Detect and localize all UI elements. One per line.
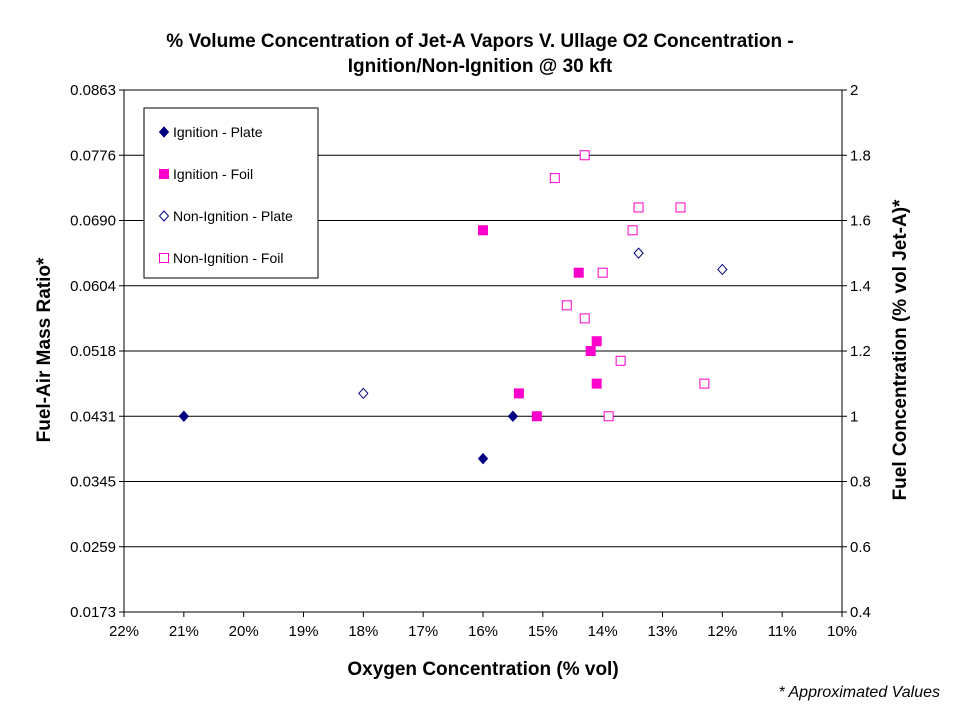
data-point-series-1: [591, 378, 602, 389]
x-tick-label: 21%: [169, 623, 199, 640]
x-tick-label: 19%: [288, 623, 318, 640]
y-tick-label: 0.0173: [70, 604, 116, 621]
scatter-chart: % Volume Concentration of Jet-A Vapors V…: [34, 31, 911, 680]
legend: Ignition - Plate Ignition - Foil Non-Ignit…: [143, 107, 319, 279]
y2-tick-label: 0.6: [850, 539, 871, 556]
data-point-series-3: [549, 173, 560, 184]
data-point-series-2: [358, 387, 369, 400]
y-tick-label: 0.0776: [70, 147, 116, 164]
x-tick-label: 18%: [348, 623, 378, 640]
data-point-series-1: [591, 336, 602, 347]
data-point-series-3: [579, 150, 590, 161]
data-point-series-0: [178, 410, 190, 422]
data-point-series-3: [603, 411, 614, 422]
data-point-series-3: [561, 300, 572, 311]
y-tick-label: 0.0518: [70, 343, 116, 360]
data-point-series-1: [513, 388, 524, 399]
chart-title-line-2: Ignition/Non-Ignition @ 30 kft: [348, 56, 613, 77]
data-point-series-0: [507, 410, 519, 422]
data-point-series-2: [633, 247, 644, 259]
footnote: * Approximated Values: [778, 684, 940, 701]
legend-entry: Non-Ignition - Foil: [173, 250, 284, 266]
y-tick-label: 0.0690: [70, 213, 116, 230]
y2-tick-label: 2: [850, 82, 858, 99]
x-tick-label: 22%: [109, 623, 139, 640]
x-tick-label: 12%: [707, 623, 737, 640]
chart-title-line-1: % Volume Concentration of Jet-A Vapors V…: [166, 31, 793, 52]
y-tick-label: 0.0863: [70, 82, 116, 99]
plot-frame: [123, 89, 843, 613]
x-tick-label: 11%: [768, 623, 797, 640]
y2-tick-label: 1.8: [850, 147, 871, 164]
legend-entry: Ignition - Foil: [173, 166, 253, 182]
data-point-series-3: [615, 355, 626, 366]
data-point-series-1: [478, 225, 488, 236]
y-axis-title: Fuel-Air Mass Ratio*: [34, 257, 55, 442]
data-point-series-3: [597, 267, 608, 278]
y2-tick-label: 0.4: [850, 604, 871, 621]
legend-entry: Non-Ignition - Plate: [173, 208, 293, 224]
x-tick-label: 17%: [408, 623, 438, 640]
data-point-series-3: [675, 202, 686, 213]
x-tick-label: 15%: [528, 623, 558, 640]
x-axis-title: Oxygen Concentration (% vol): [347, 659, 618, 680]
legend-marker: [159, 253, 169, 263]
legend-marker: [158, 210, 170, 222]
data-point-series-1: [531, 411, 542, 422]
y2-tick-label: 1.4: [850, 278, 871, 295]
x-tick-label: 20%: [229, 623, 259, 640]
y2-tick-label: 1: [850, 408, 858, 425]
y-tick-label: 0.0604: [70, 278, 116, 295]
legend-marker: [159, 169, 169, 179]
y-tick-label: 0.0345: [70, 474, 116, 491]
y-tick-label: 0.0431: [70, 408, 116, 425]
data-point-series-0: [477, 452, 489, 465]
data-point-series-3: [633, 202, 644, 213]
y2-tick-label: 1.6: [850, 213, 871, 230]
y-tick-label: 0.0259: [70, 539, 116, 556]
data-point-series-1: [573, 267, 584, 278]
y2-tick-label: 1.2: [850, 343, 871, 360]
data-point-series-3: [579, 313, 590, 324]
x-tick-label: 10%: [827, 623, 857, 640]
data-point-series-3: [699, 378, 710, 389]
x-tick-label: 13%: [647, 623, 677, 640]
y2-tick-label: 0.8: [850, 474, 871, 491]
y2-axis-title: Fuel Concentration (% vol Jet-A)*: [890, 199, 911, 500]
legend-box: [143, 107, 319, 279]
x-tick-label: 16%: [468, 623, 498, 640]
data-point-series-2: [717, 263, 728, 276]
legend-marker: [158, 126, 170, 138]
data-point-series-3: [627, 225, 638, 236]
data-point-series-1: [585, 346, 596, 356]
x-tick-label: 14%: [588, 623, 618, 640]
legend-entry: Ignition - Plate: [173, 124, 263, 140]
plot-area: 0.0173 0.4 0.0259 0.6 0.0345 0.8 0.0431 1 0.0518…: [70, 82, 871, 640]
